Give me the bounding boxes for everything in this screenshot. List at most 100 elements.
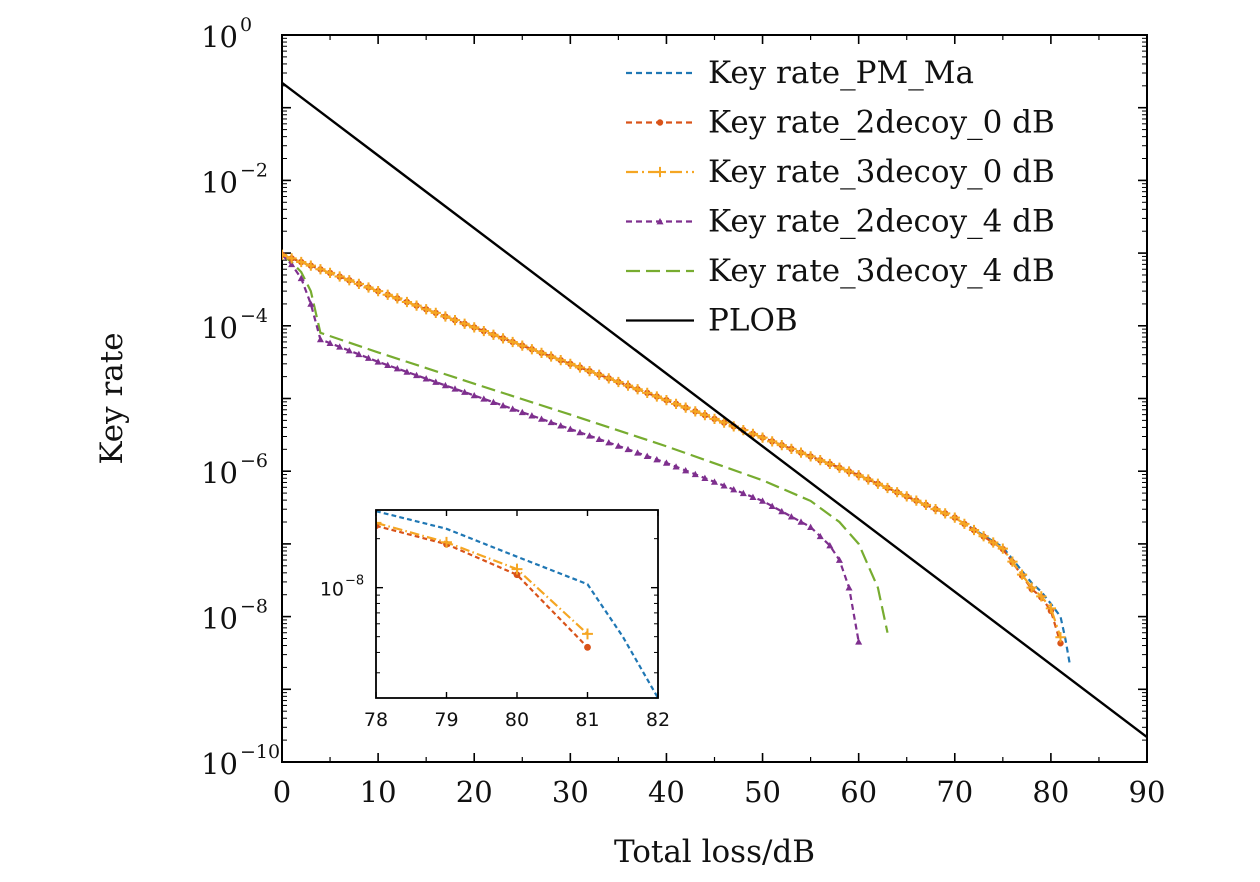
legend-item: Key rate_2decoy_0 dB <box>626 105 1055 141</box>
data-point <box>1036 591 1047 602</box>
data-point <box>997 543 1008 554</box>
y-tick-exponent: −2 <box>240 159 268 181</box>
data-point <box>566 425 574 432</box>
data-point <box>807 523 815 530</box>
legend-label: Key rate_3decoy_4 dB <box>708 253 1055 289</box>
data-point <box>363 282 374 293</box>
data-point <box>826 541 834 549</box>
data-point <box>1016 569 1028 580</box>
inset-x-tick-label: 78 <box>364 709 388 731</box>
legend-marker <box>656 217 664 225</box>
data-point <box>930 504 941 515</box>
data-point <box>307 300 315 307</box>
legend-item: Key rate_2decoy_4 dB <box>626 204 1055 240</box>
data-point <box>507 336 518 348</box>
data-point <box>344 275 355 286</box>
data-point <box>959 518 970 529</box>
data-point <box>451 385 459 392</box>
data-point <box>672 463 680 470</box>
inset-data-point <box>582 628 593 640</box>
inset-y-tick-exponent: −8 <box>345 574 364 589</box>
data-point <box>730 486 738 493</box>
data-point <box>920 499 932 511</box>
data-point <box>536 347 547 359</box>
data-point <box>316 335 324 343</box>
data-point <box>603 373 614 384</box>
data-point <box>643 452 651 459</box>
data-point <box>786 443 797 454</box>
data-point <box>401 296 413 308</box>
x-tick-label: 20 <box>456 775 493 809</box>
y-tick-label: 10 −2 <box>201 159 268 199</box>
data-point <box>449 315 461 326</box>
data-point <box>461 388 469 395</box>
x-tick-label: 80 <box>1032 775 1069 809</box>
inset-data-point <box>513 571 521 579</box>
data-point <box>651 391 662 402</box>
data-point <box>901 491 912 502</box>
y-tick-base: 10 <box>201 165 238 199</box>
data-point <box>747 428 759 439</box>
x-tick-label: 0 <box>273 775 291 809</box>
data-point <box>632 384 643 395</box>
data-point <box>555 355 566 366</box>
legend-item: Key rate_3decoy_4 dB <box>626 253 1055 289</box>
y-tick-base: 10 <box>201 456 238 490</box>
data-point <box>372 285 384 297</box>
data-point <box>488 329 499 340</box>
data-point <box>1057 640 1064 647</box>
legend: Key rate_PM_Ma Key rate_2decoy_0 dB Key ra… <box>626 55 1055 339</box>
data-point <box>499 402 507 409</box>
y-tick-label: 10 −8 <box>201 596 268 636</box>
data-point <box>297 274 305 282</box>
data-point <box>968 524 980 536</box>
series-plob <box>282 81 1147 739</box>
data-point <box>653 456 661 463</box>
series-line <box>282 81 1147 739</box>
data-point <box>574 362 586 373</box>
inset-x-tick-label: 81 <box>575 709 599 731</box>
data-point <box>537 415 546 422</box>
data-point <box>393 364 401 372</box>
x-tick-label: 30 <box>552 775 589 809</box>
data-point <box>709 413 720 424</box>
x-tick-label: 70 <box>936 775 973 809</box>
data-point <box>891 487 903 498</box>
data-point <box>470 391 478 399</box>
data-point <box>911 495 922 506</box>
data-point <box>978 531 989 542</box>
data-point <box>1026 582 1037 593</box>
data-point <box>1045 603 1057 614</box>
data-point <box>595 435 603 443</box>
x-tick-label: 60 <box>840 775 877 809</box>
data-point <box>421 304 432 315</box>
inset-y-tick-base: 10 <box>320 579 344 601</box>
data-point <box>662 459 670 466</box>
inset-data-point <box>376 517 382 529</box>
data-point <box>576 428 584 436</box>
data-point <box>778 507 786 515</box>
data-point <box>547 418 555 426</box>
data-point <box>739 489 747 497</box>
legend-item: Key rate_3decoy_0 dB <box>626 154 1055 190</box>
data-point <box>863 474 874 485</box>
legend-marker <box>654 166 666 178</box>
data-point <box>526 344 538 355</box>
data-point <box>690 406 701 417</box>
data-point <box>759 497 767 504</box>
data-point <box>326 339 334 346</box>
inset-data-point <box>441 536 452 548</box>
data-point <box>699 409 711 421</box>
data-point <box>940 508 951 519</box>
data-point <box>816 532 824 540</box>
data-point <box>478 325 489 337</box>
y-tick-base: 10 <box>201 311 238 345</box>
inset-series-key-rate-3decoy-0-db <box>376 517 593 640</box>
data-point <box>345 347 353 354</box>
series-key-rate-3decoy-4-db <box>282 253 889 633</box>
data-point <box>691 470 699 478</box>
legend-label: Key rate_3decoy_0 dB <box>708 154 1055 190</box>
data-point <box>815 455 826 466</box>
data-point <box>497 333 509 344</box>
data-point <box>622 380 634 391</box>
